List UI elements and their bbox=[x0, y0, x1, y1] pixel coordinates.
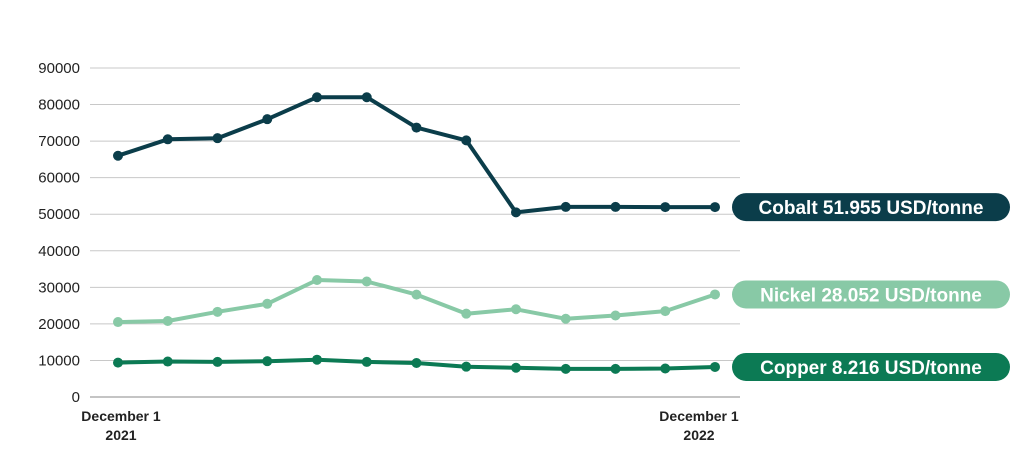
copper-point-11 bbox=[660, 363, 671, 374]
nickel-point-4 bbox=[312, 275, 322, 286]
nickel-point-8 bbox=[511, 304, 521, 315]
y-tick-label-10000: 10000 bbox=[38, 352, 80, 369]
copper-point-3 bbox=[262, 356, 273, 367]
nickel-label-pill bbox=[732, 280, 1010, 309]
cobalt-point-10 bbox=[610, 201, 621, 212]
y-tick-label-20000: 20000 bbox=[38, 316, 80, 333]
cobalt-point-5 bbox=[361, 92, 372, 103]
nickel-point-10 bbox=[610, 310, 621, 321]
y-tick-label-60000: 60000 bbox=[38, 170, 80, 187]
cobalt-point-0 bbox=[113, 150, 123, 161]
cobalt-point-1 bbox=[162, 134, 173, 145]
copper-point-4 bbox=[312, 354, 322, 365]
x-tick-label-end-line2: 2022 bbox=[683, 427, 714, 443]
y-tick-label-70000: 70000 bbox=[38, 133, 80, 150]
nickel-point-6 bbox=[411, 289, 422, 300]
copper-point-12 bbox=[710, 361, 720, 372]
copper-point-10 bbox=[610, 363, 621, 374]
copper-label-text: Copper 8.216 USD/tonne bbox=[760, 358, 982, 379]
y-tick-label-0: 0 bbox=[72, 389, 80, 406]
cobalt-point-4 bbox=[312, 92, 322, 103]
nickel-point-9 bbox=[560, 313, 571, 324]
copper-point-8 bbox=[511, 362, 521, 373]
copper-point-7 bbox=[461, 361, 472, 372]
y-tick-label-50000: 50000 bbox=[38, 206, 80, 223]
copper-point-1 bbox=[162, 356, 173, 367]
y-tick-label-40000: 40000 bbox=[38, 243, 80, 260]
cobalt-point-12 bbox=[710, 202, 720, 213]
series-layer bbox=[113, 92, 720, 374]
x-tick-label-end-line1: December 1 bbox=[659, 408, 739, 424]
nickel-point-5 bbox=[361, 276, 372, 287]
cobalt-point-8 bbox=[511, 207, 521, 218]
cobalt-line bbox=[116, 95, 717, 215]
y-tick-label-80000: 80000 bbox=[38, 97, 80, 114]
copper-point-2 bbox=[212, 356, 223, 367]
nickel-point-7 bbox=[461, 308, 472, 319]
copper-point-0 bbox=[113, 357, 123, 368]
y-axis: 0 10000 20000 30000 40000 50000 60000 70000 8000… bbox=[38, 60, 80, 406]
nickel-point-1 bbox=[162, 315, 173, 326]
series-label-layer: Cobalt 51.955 USD/tonne Nickel 28.052 USD… bbox=[732, 193, 1010, 381]
nickel-point-3 bbox=[262, 298, 273, 309]
nickel-point-2 bbox=[212, 306, 223, 317]
nickel-line bbox=[116, 278, 717, 325]
cobalt-point-11 bbox=[660, 202, 671, 213]
y-tick-label-90000: 90000 bbox=[38, 60, 80, 77]
nickel-label-text: Nickel 28.052 USD/tonne bbox=[760, 285, 982, 306]
copper-point-6 bbox=[411, 358, 422, 369]
nickel-point-11 bbox=[660, 306, 671, 317]
cobalt-label-text: Cobalt 51.955 USD/tonne bbox=[759, 198, 984, 219]
x-tick-label-start-line1: December 1 bbox=[81, 408, 161, 424]
cobalt-label-pill bbox=[732, 193, 1010, 222]
cobalt-point-6 bbox=[411, 122, 422, 133]
nickel-point-0 bbox=[113, 317, 123, 328]
copper-label-pill bbox=[732, 352, 1010, 381]
gridlines bbox=[90, 67, 740, 398]
copper-point-9 bbox=[560, 363, 571, 374]
cobalt-point-7 bbox=[461, 135, 472, 146]
y-tick-label-30000: 30000 bbox=[38, 279, 80, 296]
cobalt-point-3 bbox=[262, 114, 273, 125]
copper-point-5 bbox=[361, 356, 372, 367]
x-axis: December 1 2021 December 1 2022 bbox=[81, 408, 739, 443]
cobalt-point-9 bbox=[560, 201, 571, 212]
cobalt-point-2 bbox=[212, 133, 223, 144]
x-tick-label-start-line2: 2021 bbox=[105, 427, 136, 443]
nickel-point-12 bbox=[710, 289, 720, 300]
